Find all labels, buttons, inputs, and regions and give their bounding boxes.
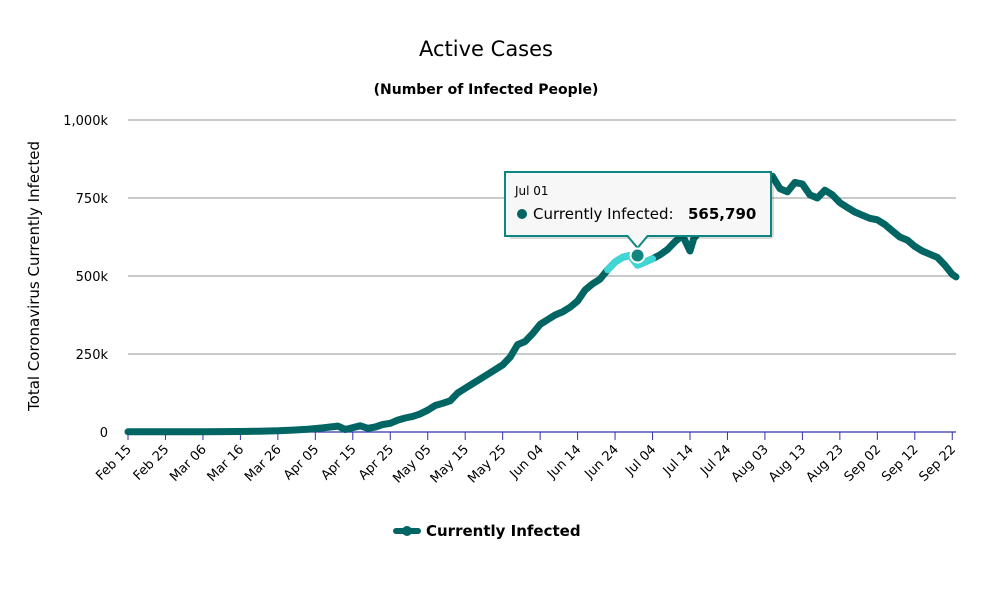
tooltip-value: 565,790 [688,205,756,223]
y-tick-label: 1,000k [63,114,108,129]
x-tick-label: Aug 03 [729,442,772,485]
y-tick-label: 500k [76,270,109,285]
x-tick-label: Sep 02 [842,442,885,485]
tooltip-series-marker [517,209,527,219]
x-tick-label: Jun 14 [544,442,584,482]
y-axis-label: Total Coronavirus Currently Infected [25,141,43,412]
tooltip-series-name: Currently Infected: [533,205,674,223]
x-tick-label: May 15 [428,442,472,486]
hover-point-marker[interactable] [629,247,646,264]
y-tick-label: 250k [76,348,109,363]
x-tick-label: May 05 [390,442,434,486]
x-tick-label: Mar 26 [242,442,285,485]
x-tick-label: Mar 16 [205,442,248,485]
x-tick-label: Jun 04 [507,442,547,482]
x-tick-label: Sep 22 [917,442,960,485]
chart-subtitle: (Number of Infected People) [374,82,599,98]
tooltip-date: Jul 01 [514,184,549,198]
x-tick-label: Sep 12 [879,442,922,485]
x-tick-label: Aug 13 [766,442,809,485]
x-tick-label: Feb 15 [93,442,135,484]
legend-swatch-marker [402,526,412,536]
x-tick-label: Apr 15 [318,442,359,483]
x-tick-label: Jun 24 [582,442,622,482]
chart-title: Active Cases [419,37,553,61]
x-tick-label: Feb 25 [131,442,173,484]
y-axis-ticks: 0 250k 500k 750k 1,000k [63,114,108,441]
y-tick-label: 0 [100,426,108,441]
x-tick-label: Apr 05 [281,442,322,483]
x-tick-label: Mar 06 [167,442,210,485]
tooltip: Jul 01 Currently Infected: 565,790 [504,171,774,264]
x-tick-label: May 25 [465,442,509,486]
tooltip-box [504,171,772,250]
x-tick-label: Jul 04 [622,442,659,479]
legend-label-currently-infected: Currently Infected [426,522,581,540]
legend[interactable]: Currently Infected [393,522,581,540]
x-tick-label: Jul 14 [660,442,697,479]
y-tick-label: 750k [76,192,109,207]
x-tick-label: Aug 23 [804,442,847,485]
